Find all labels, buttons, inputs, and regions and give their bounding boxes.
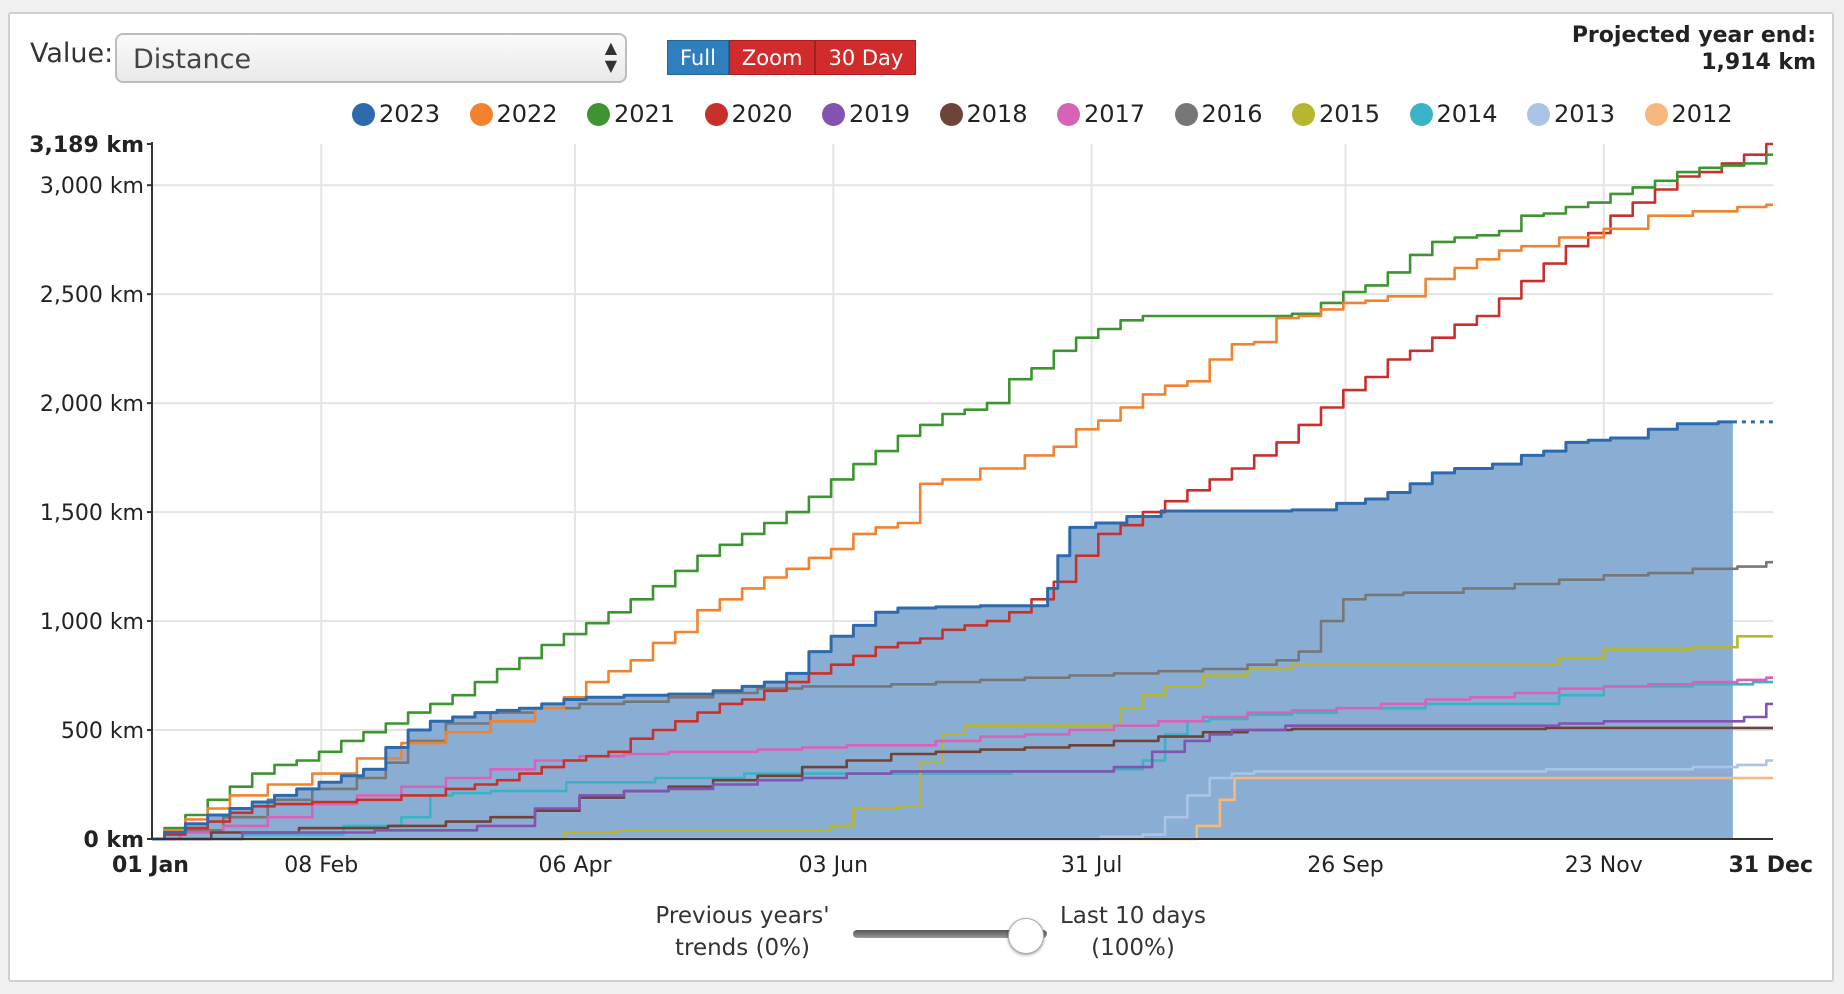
legend-label: 2022 <box>496 100 558 128</box>
series-line-2017 <box>152 676 1773 841</box>
series-line-2013 <box>152 759 1773 841</box>
legend-dot-icon <box>1174 102 1198 126</box>
legend-item-2017[interactable]: 2017 <box>1057 98 1145 130</box>
legend-dot-icon <box>587 102 610 126</box>
legend-dot-icon <box>704 102 728 126</box>
x-tick-label: 01 Jan <box>112 853 189 878</box>
value-select[interactable]: Distance ▲ ▼ <box>115 33 627 83</box>
legend-label: 2021 <box>614 100 676 128</box>
legend-label: 2019 <box>849 100 911 128</box>
slider-left-label: Previous years' trends (0%) <box>650 900 835 964</box>
y-tick-label: 3,000 km <box>40 174 144 199</box>
series-line-2014 <box>152 680 1773 841</box>
y-tick-label: 2,500 km <box>40 283 144 308</box>
legend-dot-icon <box>352 102 375 126</box>
legend-item-2016[interactable]: 2016 <box>1174 98 1263 130</box>
range-button-group: Full Zoom 30 Day <box>667 40 917 75</box>
legend-label: 2016 <box>1201 100 1263 128</box>
series-line-2019 <box>152 702 1773 841</box>
legend-item-2023[interactable]: 2023 <box>352 98 440 130</box>
legend-dot-icon <box>1292 102 1315 126</box>
legend-dot-icon <box>1527 102 1550 126</box>
value-select-text: Distance <box>133 44 252 75</box>
select-arrows-icon: ▲ ▼ <box>604 38 617 75</box>
legend-label: 2012 <box>1671 100 1733 128</box>
slider-right-label: Last 10 days (100%) <box>1058 900 1208 964</box>
x-tick-label: 03 Jun <box>799 853 868 878</box>
legend-item-2013[interactable]: 2013 <box>1527 98 1615 130</box>
projection-value: 1,914 km <box>1701 50 1816 75</box>
legend-item-2019[interactable]: 2019 <box>822 98 910 130</box>
legend-item-2020[interactable]: 2020 <box>704 98 793 130</box>
legend-item-2015[interactable]: 2015 <box>1292 98 1380 130</box>
legend-dot-icon <box>822 102 845 126</box>
legend-label: 2020 <box>731 100 793 128</box>
zoom-button[interactable]: Zoom <box>728 40 816 75</box>
y-tick-label: 1,000 km <box>40 610 144 635</box>
series-line-2023 <box>152 420 1733 841</box>
x-tick-label: 26 Sep <box>1307 853 1383 878</box>
legend-item-2014[interactable]: 2014 <box>1409 98 1498 130</box>
legend-label: 2015 <box>1319 100 1381 128</box>
projection-label: Projected year end: <box>1571 23 1816 48</box>
y-tick-label: 0 km <box>83 828 144 853</box>
series-line-2021 <box>152 153 1773 841</box>
legend-dot-icon <box>1057 102 1080 126</box>
x-tick-label: 23 Nov <box>1565 853 1643 878</box>
legend-dot-icon <box>1644 102 1668 126</box>
series-line-2020 <box>152 142 1773 841</box>
x-tick-label: 31 Dec <box>1729 853 1814 878</box>
x-tick-label: 06 Apr <box>539 853 613 878</box>
legend-item-2021[interactable]: 2021 <box>587 98 675 130</box>
legend-label: 2013 <box>1554 100 1616 128</box>
legend-dot-icon <box>1409 102 1433 126</box>
y-tick-label: 3,189 km <box>29 133 144 158</box>
slider-right-line2: (100%) <box>1091 935 1175 961</box>
slider-left-line2: trends (0%) <box>674 935 811 961</box>
series-line-2022 <box>152 203 1773 841</box>
trend-slider-handle[interactable] <box>1008 918 1044 954</box>
full-button[interactable]: Full <box>667 40 729 75</box>
legend-label: 2014 <box>1436 100 1498 128</box>
projection-block: Projected year end: 1,914 km <box>1572 22 1816 76</box>
x-tick-label: 31 Jul <box>1061 853 1123 878</box>
value-label: Value: <box>30 38 114 69</box>
legend-label: 2023 <box>379 100 441 128</box>
legend-label: 2018 <box>966 100 1028 128</box>
legend-dot-icon <box>469 102 493 126</box>
y-tick-label: 1,500 km <box>40 501 144 526</box>
legend-dot-icon <box>939 102 963 126</box>
legend-item-2012[interactable]: 2012 <box>1644 98 1733 130</box>
slider-right-line1: Last 10 days <box>1059 903 1207 929</box>
legend-item-2018[interactable]: 2018 <box>939 98 1028 130</box>
x-tick-label: 08 Feb <box>284 853 358 878</box>
thirty-day-button[interactable]: 30 Day <box>815 40 917 75</box>
y-tick-label: 500 km <box>61 719 144 744</box>
legend-item-2022[interactable]: 2022 <box>469 98 558 130</box>
legend-label: 2017 <box>1084 100 1146 128</box>
trend-slider-track[interactable] <box>853 930 1047 938</box>
slider-left-line1: Previous years' <box>655 903 830 929</box>
y-tick-label: 2,000 km <box>40 392 144 417</box>
